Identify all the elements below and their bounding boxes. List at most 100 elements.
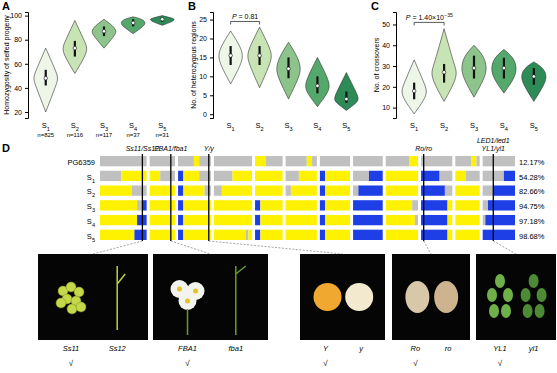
y-axis: 0510152025 (199, 13, 213, 119)
y-tick-mark (210, 114, 213, 115)
x-tick-label: S4 (500, 121, 508, 132)
median (345, 97, 349, 101)
homozygosity-label: 54.28% (519, 173, 545, 182)
genotype-segment (483, 185, 494, 195)
genotype-segment (214, 200, 252, 210)
genotype-segment (183, 185, 204, 195)
genotype-segment (412, 200, 418, 210)
genotype-segment (160, 171, 175, 181)
genotype-segment (286, 156, 307, 166)
x-tick: S5 (342, 120, 350, 132)
photo-leaf (503, 288, 513, 302)
y-tick: 25 (199, 16, 213, 23)
x-tick-label: S3 (470, 121, 478, 132)
iqr-bar (132, 19, 134, 26)
gene-label: Ro/ro (415, 145, 432, 152)
violin (492, 49, 516, 93)
genotype-segment (421, 215, 447, 225)
photo-check: √ (498, 359, 503, 368)
photo-frame (392, 254, 470, 340)
median (258, 54, 262, 58)
n-label: n=116 (67, 132, 84, 138)
annotation: P = 0.81 (232, 13, 258, 20)
gene-label: YL1/yl1 (482, 145, 505, 153)
genotype-segment (194, 156, 199, 166)
median (532, 75, 536, 79)
x-tick: S4 (129, 120, 137, 132)
x-tick-label: S4 (129, 121, 137, 132)
photo-berry (74, 287, 84, 297)
genotype-segment (100, 230, 134, 240)
y-tick-mark (210, 39, 213, 40)
x-axis: S1S2S3S4S5 (227, 120, 351, 132)
y-tick-mark (25, 112, 28, 113)
genotype-segment (386, 185, 418, 195)
photo-flower-center (177, 287, 182, 292)
genotype-segment (386, 200, 412, 210)
genotype-segment (325, 215, 350, 225)
genotype-segment (455, 215, 479, 225)
photo-stem (117, 266, 125, 330)
x-tick-label: S5 (342, 121, 350, 132)
genotype-segment (291, 185, 317, 195)
photo-tuber (434, 281, 458, 313)
y-tick-label: 10 (382, 104, 390, 111)
photo-frame (476, 254, 556, 340)
y-tick-mark (393, 108, 396, 109)
genotype-segment (325, 185, 350, 195)
y-tick: 5 (203, 92, 213, 99)
x-tick-label: S2 (440, 121, 448, 132)
y-tick: 0 (203, 111, 213, 118)
genotype-segment (246, 230, 249, 240)
y-tick-label: 30 (382, 63, 390, 70)
violin (277, 42, 300, 99)
x-tick: S5 (530, 120, 538, 132)
y-tick-label: 25 (199, 16, 207, 23)
iqr-bar (413, 83, 415, 100)
gene-label: Y/y (204, 145, 215, 153)
genotype-segment (448, 230, 453, 240)
n-label: n=117 (96, 132, 113, 138)
x-tick-label: S5 (158, 121, 166, 132)
genotype-segment (222, 185, 252, 195)
row-label: S5 (87, 232, 95, 243)
significance-bracket (231, 21, 260, 24)
photo-berry (67, 304, 77, 314)
genotype-segment (448, 215, 453, 225)
genotype-segment (353, 230, 383, 240)
photo-caption: fba1 (228, 344, 243, 353)
genotype-segment (248, 230, 252, 240)
photo (38, 254, 148, 340)
median (131, 21, 135, 25)
genotype-segment (312, 156, 317, 166)
photo-flower (179, 292, 197, 310)
genotype-segment (150, 171, 161, 181)
x-tick-label: S2 (71, 121, 79, 132)
genotype-segment (483, 156, 515, 166)
genotype-segment (255, 215, 260, 225)
genotype-segment (410, 156, 418, 166)
photo-check: √ (69, 359, 74, 368)
y-axis-line (393, 13, 397, 119)
median (316, 84, 320, 88)
y-tick-label: 40 (382, 42, 390, 49)
genotype-segment (320, 200, 325, 210)
photo-frame (153, 254, 268, 340)
genotype-segment (483, 200, 488, 210)
y-tick: 30 (382, 63, 396, 70)
iqr-bar (473, 56, 475, 79)
y-tick: 20 (382, 84, 396, 91)
panel-1: BNo. of heterozygous regions0510152025S1… (188, 0, 358, 132)
genotype-segment (255, 185, 283, 195)
photo-leaf (501, 304, 511, 318)
genotype-segment (134, 230, 146, 240)
y-tick: 10 (199, 73, 213, 80)
x-tick: S2 (255, 120, 263, 132)
y-tick: 40 (14, 85, 28, 92)
photo-tuber (345, 283, 373, 311)
photo-flower-center (185, 299, 190, 304)
genotype-segment (325, 171, 350, 181)
connector (424, 241, 431, 254)
genotype-segment (320, 185, 325, 195)
y-tick-mark (393, 45, 396, 46)
